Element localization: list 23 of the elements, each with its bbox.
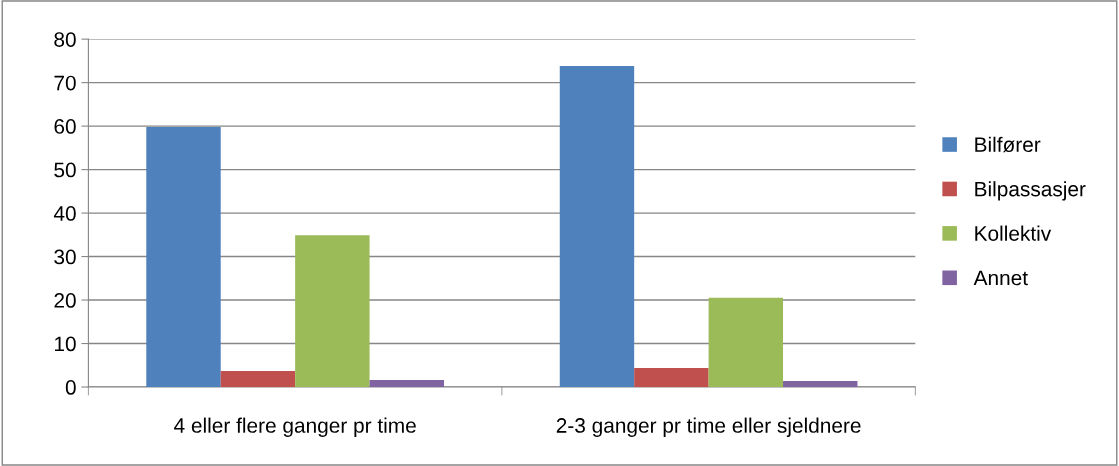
bar [634,367,709,388]
y-tick-label: 0 [65,380,76,395]
y-tick-label: 70 [54,75,76,91]
y-tick-label: 10 [55,336,76,352]
y-tick-label: 20 [54,293,76,308]
bar [295,235,370,388]
x-tick-label: 2-3 ganger pr time eller sjeldnere [556,417,861,437]
y-tick-label: 40 [53,206,76,221]
y-tick-label: 50 [54,162,76,178]
legend-label: Bilfører [975,136,1041,153]
y-tick-label: 30 [54,249,76,265]
legend-label: Kollektiv [975,225,1052,241]
bar [220,370,296,388]
y-tick-label: 60 [54,119,76,134]
bar [708,297,784,388]
legend-label: Annet [973,270,1028,286]
bar [559,66,635,388]
x-tick-label: 4 eller flere ganger pr time [174,417,416,437]
bar [783,380,858,388]
bar [146,126,221,388]
y-tick-label: 80 [54,32,76,47]
legend-label: Bilpassasjer [975,181,1086,201]
bar [369,380,444,388]
